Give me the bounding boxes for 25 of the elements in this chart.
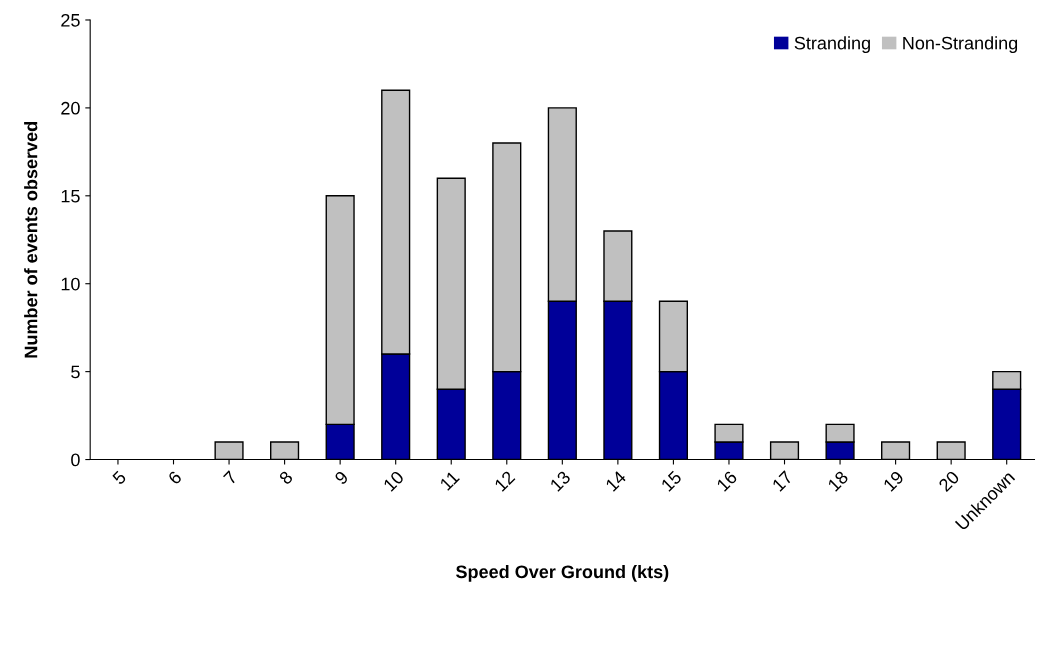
x-tick-label: 10 (382, 470, 405, 492)
x-tick-label: 11 (439, 470, 460, 491)
y-tick-label: 0 (71, 453, 80, 467)
x-tick-label: 8 (278, 470, 294, 486)
x-tick-label: 6 (167, 470, 183, 486)
y-tick-label: 20 (61, 101, 80, 115)
y-tick-label: 25 (61, 13, 80, 27)
x-tick-label: 9 (333, 470, 349, 486)
x-tick-label: 19 (882, 470, 905, 492)
y-tick-label: 15 (61, 189, 80, 203)
x-tick-label: 18 (827, 470, 849, 492)
y-axis-title: Number of events observed (24, 122, 38, 358)
x-tick-label: 12 (493, 470, 516, 492)
x-axis-title: Speed Over Ground (kts) (456, 564, 669, 582)
y-tick-label: 10 (61, 277, 80, 291)
x-tick-label: 16 (716, 470, 738, 492)
legend-label: Non-Stranding (903, 36, 1018, 54)
x-tick-label: 7 (223, 470, 238, 485)
legend-label: Stranding (794, 36, 870, 54)
x-tick-label: 14 (605, 470, 627, 492)
x-tick-label: 13 (549, 470, 572, 492)
x-tick-label: 15 (660, 470, 683, 492)
y-tick-label: 5 (71, 365, 80, 379)
x-tick-label: 17 (771, 470, 794, 492)
x-tick-label: 5 (111, 470, 127, 486)
